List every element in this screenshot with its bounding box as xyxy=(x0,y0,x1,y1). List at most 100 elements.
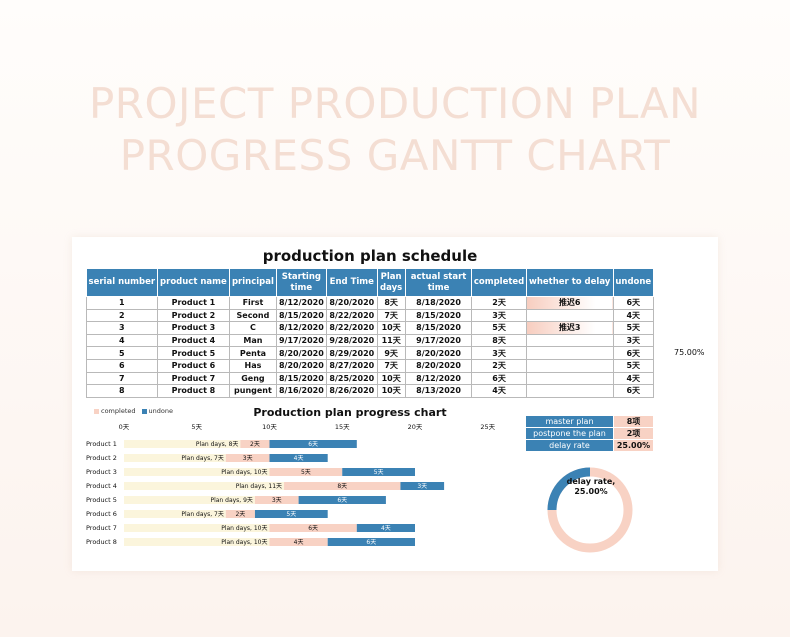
table-cell: 6 xyxy=(86,358,158,373)
gantt-legend: completed undone xyxy=(94,407,173,415)
table-cell: 8/22/2020 xyxy=(326,308,378,323)
completed-label: 2天 xyxy=(250,441,260,448)
table-cell: 3 xyxy=(86,321,158,335)
table-cell: 2 xyxy=(86,308,158,323)
delay-rate-donut xyxy=(547,467,633,553)
schedule-title: production plan schedule xyxy=(262,247,478,265)
donut-filled-arc xyxy=(547,467,591,511)
schedule-header-row: serial number product name principal Starti… xyxy=(86,268,655,297)
table-cell: 8/20/2020 xyxy=(275,346,328,360)
table-cell: 8/15/2020 xyxy=(404,321,473,335)
undone-label: 5天 xyxy=(286,511,296,518)
table-cell: 8天 xyxy=(471,333,527,348)
summary-row: postpone the plan 2项 xyxy=(525,427,654,440)
table-cell: 8/20/2020 xyxy=(275,358,328,373)
completed-bar xyxy=(269,538,328,546)
schedule-header-cell: undone xyxy=(612,268,655,297)
table-cell: 推迟3 xyxy=(525,321,614,335)
table-cell: 3天 xyxy=(471,346,527,360)
schedule-header-cell: product name xyxy=(156,268,231,297)
table-cell: 6天 xyxy=(612,346,655,360)
hero-title-line1: PROJECT PRODUCTION PLAN xyxy=(88,79,701,128)
schedule-header-cell: Starting time xyxy=(275,268,328,297)
plan-bar xyxy=(124,482,285,490)
table-cell: 8/20/2020 xyxy=(404,358,473,373)
donut-label-text: delay rate, xyxy=(566,477,616,486)
spreadsheet-preview: production plan schedule serial number pr… xyxy=(72,237,718,571)
category-label: Product 7 xyxy=(86,524,117,532)
table-cell: 8/12/2020 xyxy=(275,296,328,310)
table-cell: pungent xyxy=(229,384,277,398)
completed-label: 5天 xyxy=(301,469,311,476)
table-row: 2 Product 2 Second 8/15/2020 8/22/2020 7天 8/15… xyxy=(86,308,655,323)
undone-label: 3天 xyxy=(417,483,427,490)
table-cell: 8天 xyxy=(376,296,406,310)
table-cell: 10天 xyxy=(376,371,406,386)
table-row: 3 Product 3 C 8/12/2020 8/22/2020 10天 8/15/202… xyxy=(86,321,655,335)
x-tick-label: 5天 xyxy=(191,423,202,431)
table-cell: Product 2 xyxy=(156,308,231,323)
table-cell: First xyxy=(229,296,277,310)
table-cell xyxy=(525,371,614,386)
completed-bar xyxy=(225,454,270,462)
donut-label: delay rate, 25.00% xyxy=(560,477,622,497)
undone-bar xyxy=(356,524,415,532)
summary-row: master plan 8项 xyxy=(525,415,654,428)
category-label: Product 1 xyxy=(86,440,117,448)
table-cell: 8/16/2020 xyxy=(275,384,328,398)
table-cell: Product 4 xyxy=(156,333,231,348)
plan-label: Plan days, 10天 xyxy=(221,525,267,532)
category-label: Product 4 xyxy=(86,482,117,490)
table-cell xyxy=(525,333,614,348)
table-cell: Product 3 xyxy=(156,321,231,335)
plan-label: Plan days, 9天 xyxy=(210,497,252,504)
summary-value: 25.00% xyxy=(613,439,654,452)
table-cell: 9/17/2020 xyxy=(404,333,473,348)
table-cell: 8/27/2020 xyxy=(326,358,378,373)
table-cell: Geng xyxy=(229,371,277,386)
category-label: Product 5 xyxy=(86,496,117,504)
table-cell: 8/13/2020 xyxy=(404,384,473,398)
undone-bar xyxy=(269,440,357,448)
table-cell: 8/15/2020 xyxy=(404,308,473,323)
table-cell: 8/12/2020 xyxy=(404,371,473,386)
side-percent: 75.00% xyxy=(674,348,705,357)
table-cell: Second xyxy=(229,308,277,323)
undone-bar xyxy=(342,468,415,476)
table-cell: C xyxy=(229,321,277,335)
hero-title-line2: PROGRESS GANTT CHART xyxy=(119,131,671,180)
legend-undone-label: undone xyxy=(148,407,173,415)
undone-bar xyxy=(327,538,415,546)
completed-label: 8天 xyxy=(337,483,347,490)
undone-label: 4天 xyxy=(294,455,304,462)
table-cell: 8/25/2020 xyxy=(326,371,378,386)
schedule-header-cell: End Time xyxy=(326,268,378,297)
table-cell: 8/22/2020 xyxy=(326,321,378,335)
table-cell: 8/12/2020 xyxy=(275,321,328,335)
completed-bar xyxy=(254,496,299,504)
table-cell: Penta xyxy=(229,346,277,360)
table-cell: 5天 xyxy=(471,321,527,335)
donut-value-text: 25.00% xyxy=(574,487,608,496)
undone-label: 6天 xyxy=(366,539,376,546)
table-cell: 10天 xyxy=(376,321,406,335)
completed-bar xyxy=(269,468,343,476)
completed-bar xyxy=(225,510,255,518)
completed-label: 6天 xyxy=(308,525,318,532)
table-cell: 11天 xyxy=(376,333,406,348)
table-row: 4 Product 4 Man 9/17/2020 9/28/2020 11天 9/17/2… xyxy=(86,333,655,348)
summary-value: 8项 xyxy=(613,415,654,428)
plan-label: Plan days, 8天 xyxy=(196,441,238,448)
table-cell: 8/29/2020 xyxy=(326,346,378,360)
table-cell: 推迟6 xyxy=(525,296,614,310)
undone-label: 4天 xyxy=(381,525,391,532)
hero-title: PROJECT PRODUCTION PLAN PROGRESS GANTT C… xyxy=(0,78,790,182)
table-cell: 8/18/2020 xyxy=(404,296,473,310)
x-tick-label: 10天 xyxy=(262,423,277,431)
completed-label: 3天 xyxy=(272,497,282,504)
category-label: Product 6 xyxy=(86,510,117,518)
summary-label: delay rate xyxy=(525,439,614,452)
table-cell: 3天 xyxy=(612,333,655,348)
undone-label: 5天 xyxy=(374,469,384,476)
table-cell xyxy=(525,346,614,360)
